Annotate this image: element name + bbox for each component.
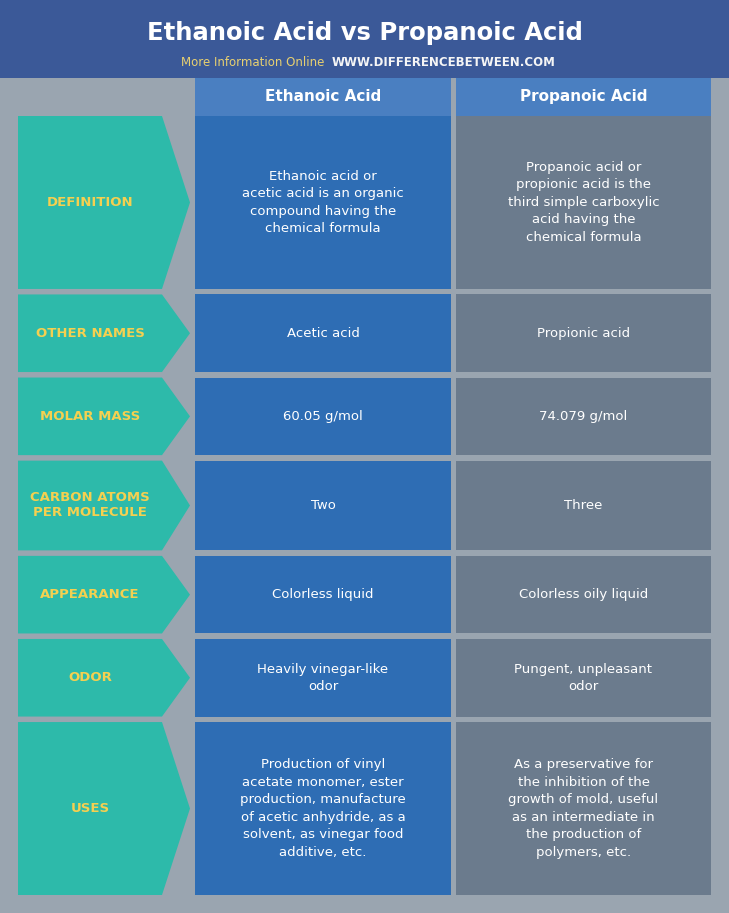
FancyBboxPatch shape [456,78,711,116]
Text: WWW.DIFFERENCEBETWEEN.COM: WWW.DIFFERENCEBETWEEN.COM [332,57,555,69]
Text: Pungent, unpleasant
odor: Pungent, unpleasant odor [515,663,652,693]
Text: Colorless liquid: Colorless liquid [272,588,374,601]
Text: Colorless oily liquid: Colorless oily liquid [519,588,648,601]
FancyBboxPatch shape [195,639,451,717]
Text: Production of vinyl
acetate monomer, ester
production, manufacture
of acetic anh: Production of vinyl acetate monomer, est… [240,759,406,859]
Text: Acetic acid: Acetic acid [286,327,359,340]
Text: More Information Online: More Information Online [181,57,324,69]
Polygon shape [18,295,190,372]
Text: Ethanoic Acid: Ethanoic Acid [265,89,381,104]
Text: APPEARANCE: APPEARANCE [40,588,140,601]
FancyBboxPatch shape [195,556,451,634]
Text: Ethanoic Acid vs Propanoic Acid: Ethanoic Acid vs Propanoic Acid [147,21,582,45]
FancyBboxPatch shape [456,639,711,717]
FancyBboxPatch shape [456,556,711,634]
Polygon shape [18,556,190,634]
Text: USES: USES [71,802,109,815]
FancyBboxPatch shape [195,461,451,551]
Text: Propionic acid: Propionic acid [537,327,630,340]
Polygon shape [18,722,190,895]
Polygon shape [18,639,190,717]
Text: CARBON ATOMS
PER MOLECULE: CARBON ATOMS PER MOLECULE [30,491,150,519]
Text: 60.05 g/mol: 60.05 g/mol [283,410,363,423]
FancyBboxPatch shape [456,722,711,895]
FancyBboxPatch shape [0,0,729,78]
Text: Two: Two [311,499,335,512]
Text: 74.079 g/mol: 74.079 g/mol [539,410,628,423]
Text: ODOR: ODOR [68,671,112,684]
Text: As a preservative for
the inhibition of the
growth of mold, useful
as an interme: As a preservative for the inhibition of … [508,759,658,859]
FancyBboxPatch shape [456,461,711,551]
Text: Three: Three [564,499,603,512]
Polygon shape [18,116,190,289]
Text: Ethanoic acid or
acetic acid is an organic
compound having the
chemical formula: Ethanoic acid or acetic acid is an organ… [242,170,404,236]
Text: DEFINITION: DEFINITION [47,196,133,209]
FancyBboxPatch shape [195,722,451,895]
FancyBboxPatch shape [195,78,451,116]
Polygon shape [18,461,190,551]
FancyBboxPatch shape [456,378,711,455]
FancyBboxPatch shape [456,295,711,372]
FancyBboxPatch shape [195,295,451,372]
Text: Propanoic acid or
propionic acid is the
third simple carboxylic
acid having the
: Propanoic acid or propionic acid is the … [507,161,659,244]
Text: MOLAR MASS: MOLAR MASS [40,410,140,423]
FancyBboxPatch shape [195,116,451,289]
FancyBboxPatch shape [456,116,711,289]
Text: Propanoic Acid: Propanoic Acid [520,89,647,104]
FancyBboxPatch shape [195,378,451,455]
Text: OTHER NAMES: OTHER NAMES [36,327,144,340]
Text: Heavily vinegar-like
odor: Heavily vinegar-like odor [257,663,389,693]
Polygon shape [18,378,190,455]
